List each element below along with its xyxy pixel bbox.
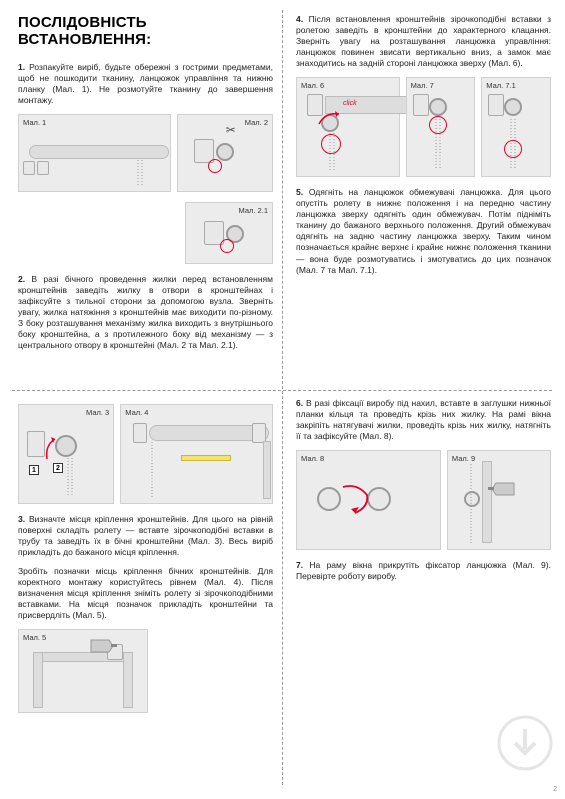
step-6-text: 6. В разі фіксації виробу під нахил, вст… bbox=[296, 398, 551, 442]
figure-1-label: Мал. 1 bbox=[23, 118, 46, 127]
figure-9: Мал. 9 bbox=[447, 450, 551, 550]
instruction-page: ПОСЛІДОВНІСТЬ ВСТАНОВЛЕННЯ: 1. Розпакуйт… bbox=[0, 0, 565, 799]
page-title: ПОСЛІДОВНІСТЬ ВСТАНОВЛЕННЯ: bbox=[18, 14, 273, 48]
callout-1: 1 bbox=[29, 465, 39, 475]
figure-3: Мал. 3 1 2 bbox=[18, 404, 114, 504]
fig-row-1-2: Мал. 1 Мал. 2 ✂ bbox=[18, 114, 273, 192]
quadrant-4: 6. В разі фіксації виробу під нахил, вст… bbox=[296, 398, 551, 590]
figure-5-label: Мал. 5 bbox=[23, 633, 46, 642]
figure-9-label: Мал. 9 bbox=[452, 454, 475, 463]
divider-vertical bbox=[282, 10, 283, 785]
step-4-text: 4. Після встановлення кронштейнів зірочк… bbox=[296, 14, 551, 69]
red-arrow-icon bbox=[317, 108, 347, 128]
figure-4-label: Мал. 4 bbox=[125, 408, 148, 417]
figure-8: Мал. 8 bbox=[296, 450, 441, 550]
step-7-text: 7. На раму вікна прикрутіть фіксатор лан… bbox=[296, 560, 551, 582]
step-4-body: Після встановлення кронштейнів зірочкопо… bbox=[296, 14, 551, 68]
fig-row-6-7: Мал. 6 click Мал. 7 Мал. 7.1 bbox=[296, 77, 551, 177]
step-3b-text: Зробіть позначки місць кріплення бічних … bbox=[18, 566, 273, 621]
step-3a-text: 3. Визначте місця кріплення кронштейнів.… bbox=[18, 514, 273, 558]
step-2-body: В разі бічного проведення жилки перед вс… bbox=[18, 274, 273, 350]
step-1-body: Розпакуйте виріб, будьте обережні з гост… bbox=[18, 62, 273, 105]
quadrant-3: Мал. 3 1 2 Мал. 4 3. Визначте місця кріп… bbox=[18, 398, 273, 723]
figure-8-label: Мал. 8 bbox=[301, 454, 324, 463]
click-label: click bbox=[343, 100, 357, 107]
drill-icon bbox=[488, 479, 516, 499]
fig-row-8-9: Мал. 8 Мал. 9 bbox=[296, 450, 551, 550]
red-arrow-icon bbox=[339, 481, 373, 521]
scissors-icon: ✂ bbox=[226, 123, 236, 137]
step-2-text: 2. В разі бічного проведення жилки перед… bbox=[18, 274, 273, 351]
watermark-icon bbox=[497, 715, 553, 771]
figure-71-label: Мал. 7.1 bbox=[486, 81, 515, 90]
step-1-text: 1. Розпакуйте виріб, будьте обережні з г… bbox=[18, 62, 273, 106]
figure-6-label: Мал. 6 bbox=[301, 81, 324, 90]
fig-row-3-4: Мал. 3 1 2 Мал. 4 bbox=[18, 404, 273, 504]
figure-2-1: Мал. 2.1 bbox=[185, 202, 273, 264]
figure-6: Мал. 6 click bbox=[296, 77, 400, 177]
figure-4: Мал. 4 bbox=[120, 404, 273, 504]
figure-2: Мал. 2 ✂ bbox=[177, 114, 273, 192]
step-5-text: 5. Одягніть на ланцюжок обмежувачі ланцю… bbox=[296, 187, 551, 275]
quadrant-2: 4. Після встановлення кронштейнів зірочк… bbox=[296, 14, 551, 284]
figure-3-label: Мал. 3 bbox=[86, 408, 109, 417]
page-number: 2 bbox=[553, 786, 557, 793]
figure-5: Мал. 5 bbox=[18, 629, 148, 713]
step-3a-body: Визначте місця кріплення кронштейнів. Дл… bbox=[18, 514, 273, 557]
quadrant-1: ПОСЛІДОВНІСТЬ ВСТАНОВЛЕННЯ: 1. Розпакуйт… bbox=[18, 14, 273, 360]
figure-7-label: Мал. 7 bbox=[411, 81, 434, 90]
step-5-body: Одягніть на ланцюжок обмежувачі ланцюжка… bbox=[296, 187, 551, 274]
figure-21-label: Мал. 2.1 bbox=[239, 206, 268, 215]
figure-1: Мал. 1 bbox=[18, 114, 171, 192]
drill-icon bbox=[89, 636, 119, 658]
fig-row-21: Мал. 2.1 bbox=[18, 202, 273, 264]
step-6-body: В разі фіксації виробу під нахил, вставт… bbox=[296, 398, 551, 441]
figure-2-label: Мал. 2 bbox=[245, 118, 268, 127]
step-7-body: На раму вікна прикрутіть фіксатор ланцюж… bbox=[296, 560, 551, 581]
fig-row-5: Мал. 5 bbox=[18, 629, 273, 713]
figure-7-1: Мал. 7.1 bbox=[481, 77, 551, 177]
divider-horizontal bbox=[12, 390, 552, 391]
red-arrow-icon bbox=[43, 435, 63, 465]
figure-7: Мал. 7 bbox=[406, 77, 476, 177]
